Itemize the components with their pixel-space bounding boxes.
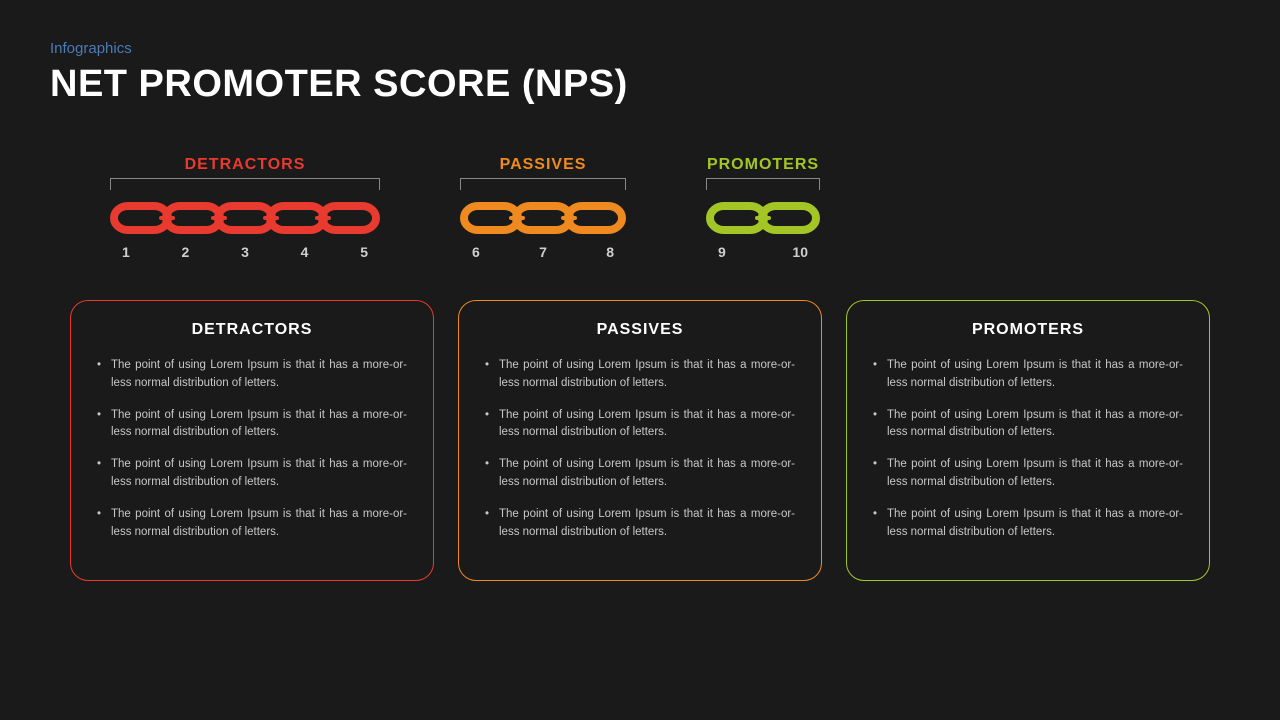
- card-bullet: The point of using Lorem Ipsum is that i…: [97, 407, 407, 443]
- chain-icon: [110, 198, 380, 238]
- card-bullet: The point of using Lorem Ipsum is that i…: [485, 456, 795, 492]
- scale-number: 6: [472, 244, 480, 260]
- cards-row: DETRACTORS The point of using Lorem Ipsum…: [50, 300, 1230, 581]
- scale-number: 8: [606, 244, 614, 260]
- card-bullet: The point of using Lorem Ipsum is that i…: [485, 357, 795, 393]
- card-passives: PASSIVES The point of using Lorem Ipsum i…: [458, 300, 822, 581]
- chain-label-detractors: DETRACTORS: [185, 156, 306, 174]
- numbers-promoters: 9 10: [706, 244, 820, 260]
- chain-group-detractors: DETRACTORS 1 2 3 4 5: [110, 156, 380, 260]
- chain-scale-row: DETRACTORS 1 2 3 4 5 PASSIVES 6 7 8 PROMOTERS 9 10: [50, 156, 1230, 260]
- card-detractors: DETRACTORS The point of using Lorem Ipsum…: [70, 300, 434, 581]
- scale-number: 9: [718, 244, 726, 260]
- card-list-passives: The point of using Lorem Ipsum is that i…: [485, 357, 795, 542]
- scale-number: 2: [182, 244, 190, 260]
- chain-label-passives: PASSIVES: [500, 156, 587, 174]
- card-bullet: The point of using Lorem Ipsum is that i…: [485, 506, 795, 542]
- chain-icon: [460, 198, 626, 238]
- chain-icon: [706, 198, 820, 238]
- card-bullet: The point of using Lorem Ipsum is that i…: [485, 407, 795, 443]
- chain-group-promoters: PROMOTERS 9 10: [706, 156, 820, 260]
- chain-group-passives: PASSIVES 6 7 8: [460, 156, 626, 260]
- scale-number: 3: [241, 244, 249, 260]
- card-title-passives: PASSIVES: [485, 321, 795, 339]
- bracket-passives: [460, 178, 626, 190]
- card-bullet: The point of using Lorem Ipsum is that i…: [873, 407, 1183, 443]
- bracket-promoters: [706, 178, 820, 190]
- page-subtitle: Infographics: [50, 40, 1230, 57]
- numbers-detractors: 1 2 3 4 5: [110, 244, 380, 260]
- scale-number: 4: [301, 244, 309, 260]
- card-list-detractors: The point of using Lorem Ipsum is that i…: [97, 357, 407, 542]
- bracket-detractors: [110, 178, 380, 190]
- numbers-passives: 6 7 8: [460, 244, 626, 260]
- card-bullet: The point of using Lorem Ipsum is that i…: [873, 456, 1183, 492]
- scale-number: 5: [360, 244, 368, 260]
- chain-label-promoters: PROMOTERS: [707, 156, 819, 174]
- scale-number: 7: [539, 244, 547, 260]
- card-bullet: The point of using Lorem Ipsum is that i…: [873, 506, 1183, 542]
- scale-number: 1: [122, 244, 130, 260]
- scale-number: 10: [792, 244, 808, 260]
- card-bullet: The point of using Lorem Ipsum is that i…: [873, 357, 1183, 393]
- card-bullet: The point of using Lorem Ipsum is that i…: [97, 456, 407, 492]
- card-title-promoters: PROMOTERS: [873, 321, 1183, 339]
- card-bullet: The point of using Lorem Ipsum is that i…: [97, 506, 407, 542]
- card-list-promoters: The point of using Lorem Ipsum is that i…: [873, 357, 1183, 542]
- page-title: NET PROMOTER SCORE (NPS): [50, 63, 1230, 106]
- card-title-detractors: DETRACTORS: [97, 321, 407, 339]
- card-promoters: PROMOTERS The point of using Lorem Ipsum …: [846, 300, 1210, 581]
- card-bullet: The point of using Lorem Ipsum is that i…: [97, 357, 407, 393]
